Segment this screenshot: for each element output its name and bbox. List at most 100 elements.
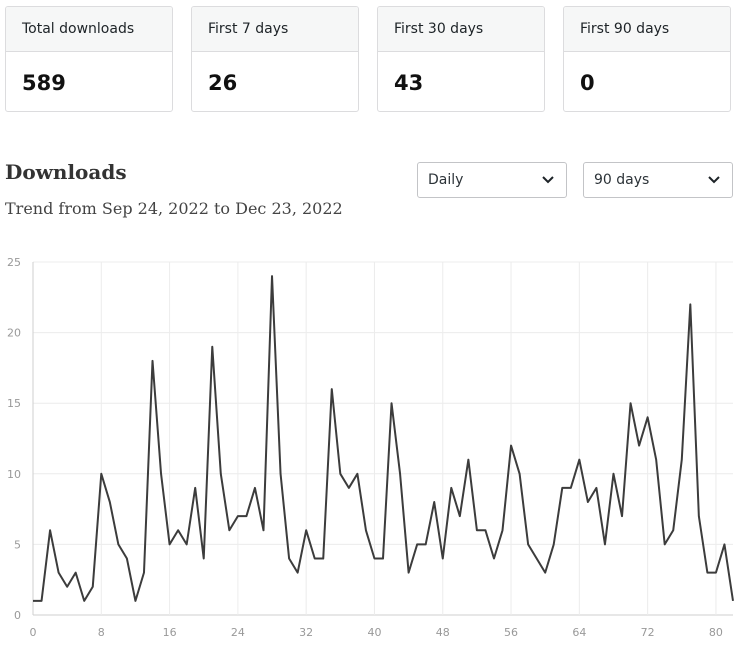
data-point [100,473,102,475]
data-point [553,543,555,545]
data-point [237,515,239,517]
data-point [117,543,119,545]
stat-card-first-90-days: First 90 days 0 [563,6,731,112]
y-tick-label: 15 [7,397,21,410]
data-point [143,572,145,574]
data-point [502,529,504,531]
x-tick-label: 80 [709,626,723,639]
range-select-value: 90 days [594,172,650,188]
data-point [425,543,427,545]
data-point [476,529,478,531]
data-point [681,459,683,461]
data-point [638,445,640,447]
data-point [194,487,196,489]
data-point [280,473,282,475]
data-point [612,473,614,475]
data-point [689,303,691,305]
data-point [245,515,247,517]
data-point [416,543,418,545]
data-point [450,487,452,489]
data-point [126,558,128,560]
data-point [228,529,230,531]
chevron-down-icon [542,176,554,184]
stat-card-first-7-days: First 7 days 26 [191,6,359,112]
data-point [664,543,666,545]
x-tick-label: 32 [299,626,313,639]
data-point [356,473,358,475]
data-point [527,543,529,545]
data-point [220,473,222,475]
x-tick-label: 64 [572,626,586,639]
data-point [134,600,136,602]
data-point [706,572,708,574]
y-tick-label: 10 [7,468,21,481]
data-point [698,515,700,517]
data-point [365,529,367,531]
data-point [254,487,256,489]
chevron-down-icon [708,176,720,184]
data-point [288,558,290,560]
data-point [271,275,273,277]
data-point [305,529,307,531]
data-point [331,388,333,390]
data-point [322,558,324,560]
x-tick-label: 56 [504,626,518,639]
data-point [203,558,205,560]
data-point [75,572,77,574]
data-point [41,600,43,602]
data-point [32,600,34,602]
data-point [442,558,444,560]
data-point [510,445,512,447]
stat-value: 26 [208,71,238,95]
interval-select-value: Daily [428,172,464,188]
stats-row: Total downloads 589 First 7 days 26 Firs… [5,6,747,114]
range-select[interactable]: 90 days [583,162,733,198]
data-point [655,459,657,461]
y-tick-label: 25 [7,256,21,269]
data-point [152,360,154,362]
section-title: Downloads [5,160,127,184]
data-point [595,487,597,489]
data-point [433,501,435,503]
x-tick-label: 0 [30,626,37,639]
stat-label: Total downloads [6,7,172,52]
data-point [587,501,589,503]
stat-card-first-30-days: First 30 days 43 [377,6,545,112]
stat-label: First 30 days [378,7,544,52]
data-point [732,600,734,602]
data-point [672,529,674,531]
data-point [630,402,632,404]
data-point [536,558,538,560]
stat-value: 0 [580,71,595,95]
data-point [519,473,521,475]
data-point [459,515,461,517]
data-point [647,416,649,418]
data-point [66,586,68,588]
stat-card-total: Total downloads 589 [5,6,173,112]
x-tick-label: 48 [436,626,450,639]
data-point [544,572,546,574]
y-tick-label: 0 [14,609,21,622]
section-subtitle: Trend from Sep 24, 2022 to Dec 23, 2022 [5,199,343,218]
data-point [297,572,299,574]
data-point [484,529,486,531]
chart-grid [32,261,733,616]
x-tick-label: 24 [231,626,245,639]
data-point [399,473,401,475]
y-axis: 0 5 10 15 20 25 [7,256,21,622]
data-point [621,515,623,517]
downloads-series-line [33,275,734,602]
y-tick-label: 5 [14,538,21,551]
data-point [339,473,341,475]
data-point [58,572,60,574]
data-point [177,529,179,531]
x-axis: 0 8 16 24 32 40 48 56 64 72 80 [30,626,723,639]
stat-label: First 90 days [564,7,730,52]
data-point [561,487,563,489]
interval-select[interactable]: Daily [417,162,567,198]
data-point [92,586,94,588]
data-point [373,558,375,560]
data-point [83,600,85,602]
x-tick-label: 72 [641,626,655,639]
stat-value: 589 [22,71,66,95]
